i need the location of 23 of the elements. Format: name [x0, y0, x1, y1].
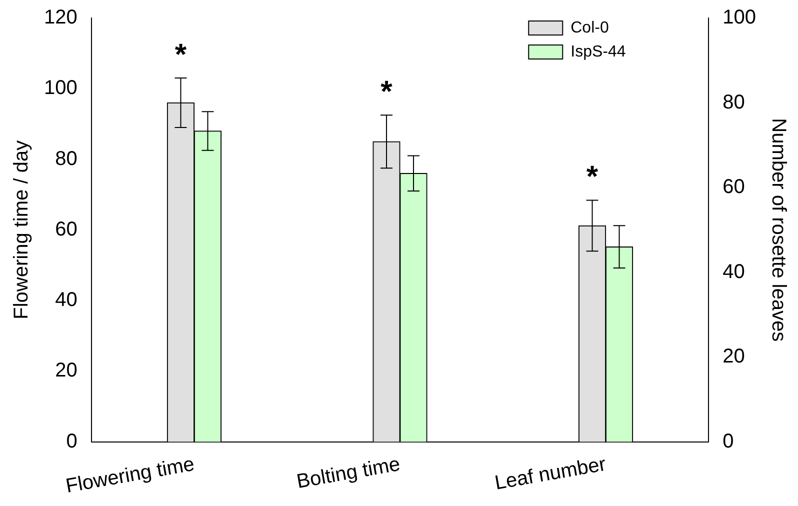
y-tick-label: 100 [44, 77, 78, 100]
x-tick-label: Leaf number [493, 453, 608, 494]
y2-axis-title: Number of rosette leaves [767, 118, 790, 342]
y2-tick-label: 80 [722, 91, 745, 114]
y-tick-label: 20 [55, 360, 78, 382]
y-tick-label: 80 [55, 148, 78, 170]
legend-label: Col-0 [570, 19, 609, 36]
y2-tick-label: 40 [722, 260, 745, 283]
y-tick-label: 60 [55, 218, 78, 240]
y-axis-title: Flowering time / day [10, 140, 33, 320]
y2-tick-label: 100 [722, 6, 756, 29]
y-tick-label: 120 [44, 6, 78, 29]
annotation: * [380, 75, 393, 108]
annotation: * [174, 38, 187, 72]
legend-label: IspS-44 [570, 43, 626, 60]
x-tick-label: Bolting time [295, 453, 402, 494]
y2-tick-label: 60 [722, 176, 745, 198]
annotation: * [586, 160, 598, 194]
y-tick-label: 40 [55, 289, 78, 312]
x-tick-label: Flowering time [64, 453, 196, 498]
y2-tick-label: 0 [722, 430, 734, 452]
y-tick-label: 0 [66, 430, 78, 452]
y2-tick-label: 20 [722, 346, 745, 368]
